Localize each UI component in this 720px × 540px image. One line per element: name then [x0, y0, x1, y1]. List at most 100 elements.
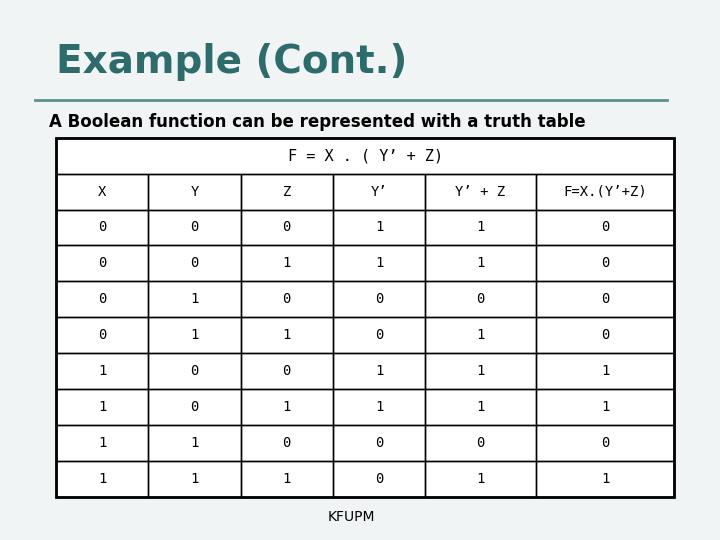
Text: 0: 0	[477, 436, 485, 450]
Text: A Boolean function can be represented with a truth table: A Boolean function can be represented wi…	[49, 113, 586, 131]
Text: 0: 0	[601, 328, 609, 342]
Bar	[333, 245, 426, 281]
Text: KFUPM: KFUPM	[328, 510, 375, 524]
Text: 0: 0	[190, 364, 199, 378]
Text: 0: 0	[283, 436, 291, 450]
Bar	[426, 461, 536, 497]
Bar	[536, 389, 674, 425]
Text: 1: 1	[375, 220, 383, 234]
Bar	[426, 389, 536, 425]
Bar	[56, 173, 148, 210]
Bar	[56, 389, 148, 425]
Text: 1: 1	[190, 436, 199, 450]
Text: Y’: Y’	[371, 185, 387, 199]
Text: 0: 0	[375, 328, 383, 342]
Text: 0: 0	[98, 220, 107, 234]
Bar	[426, 425, 536, 461]
Text: 0: 0	[375, 436, 383, 450]
Bar	[56, 353, 148, 389]
Text: 0: 0	[375, 292, 383, 306]
Bar	[426, 245, 536, 281]
Text: 0: 0	[601, 292, 609, 306]
Bar	[536, 318, 674, 353]
Bar	[536, 173, 674, 210]
Bar	[333, 389, 426, 425]
Text: 1: 1	[98, 364, 107, 378]
Text: 0: 0	[190, 220, 199, 234]
Text: 1: 1	[375, 400, 383, 414]
Bar	[536, 173, 674, 210]
Bar	[536, 281, 674, 317]
Text: 1: 1	[283, 472, 291, 486]
Text: 1: 1	[375, 364, 383, 378]
Text: 1: 1	[601, 364, 609, 378]
Text: 0: 0	[601, 436, 609, 450]
Bar	[333, 461, 426, 497]
Bar	[240, 461, 333, 497]
Bar	[148, 389, 240, 425]
Bar	[536, 389, 674, 425]
Bar	[240, 318, 333, 353]
Bar	[426, 318, 536, 353]
Bar	[426, 281, 536, 317]
Text: 0: 0	[477, 292, 485, 306]
Bar	[56, 389, 148, 425]
Bar	[426, 245, 536, 281]
Text: F=X.(Y’+Z): F=X.(Y’+Z)	[563, 185, 647, 199]
Text: 1: 1	[190, 472, 199, 486]
Bar	[333, 425, 426, 461]
Text: 1: 1	[477, 220, 485, 234]
Text: 1: 1	[601, 400, 609, 414]
Bar	[240, 245, 333, 281]
Bar	[240, 353, 333, 389]
Bar	[333, 173, 426, 210]
Bar	[148, 425, 240, 461]
Bar	[148, 245, 240, 281]
Bar	[56, 245, 148, 281]
Bar	[426, 173, 536, 210]
Bar	[333, 461, 426, 497]
Bar	[240, 353, 333, 389]
Bar	[56, 138, 674, 174]
Text: 0: 0	[601, 256, 609, 271]
Bar	[148, 173, 240, 210]
Text: 1: 1	[477, 400, 485, 414]
Bar	[240, 173, 333, 210]
Bar	[536, 353, 674, 389]
Bar	[56, 425, 148, 461]
Bar	[240, 318, 333, 353]
Bar	[240, 425, 333, 461]
Text: 0: 0	[283, 220, 291, 234]
Text: 0: 0	[283, 292, 291, 306]
Text: X: X	[98, 185, 107, 199]
Bar	[536, 425, 674, 461]
Bar	[148, 353, 240, 389]
Bar	[536, 461, 674, 497]
Text: 1: 1	[283, 256, 291, 271]
Text: 1: 1	[477, 472, 485, 486]
Text: 0: 0	[283, 364, 291, 378]
Bar	[426, 210, 536, 245]
Text: 1: 1	[98, 436, 107, 450]
Bar	[148, 461, 240, 497]
Text: 0: 0	[98, 292, 107, 306]
Bar	[333, 281, 426, 317]
Bar	[148, 353, 240, 389]
Bar	[240, 281, 333, 317]
Text: Example (Cont.): Example (Cont.)	[56, 43, 408, 81]
Bar	[148, 210, 240, 245]
Text: Z: Z	[283, 185, 291, 199]
Bar	[426, 173, 536, 210]
Bar	[240, 173, 333, 210]
Bar	[56, 461, 148, 497]
Bar	[148, 281, 240, 317]
Text: F = X . ( Y’ + Z): F = X . ( Y’ + Z)	[288, 148, 443, 163]
Bar	[148, 245, 240, 281]
Bar	[148, 318, 240, 353]
Bar	[426, 425, 536, 461]
Bar	[536, 245, 674, 281]
Bar	[56, 210, 148, 245]
Bar	[536, 281, 674, 317]
Bar	[333, 245, 426, 281]
Bar	[426, 389, 536, 425]
